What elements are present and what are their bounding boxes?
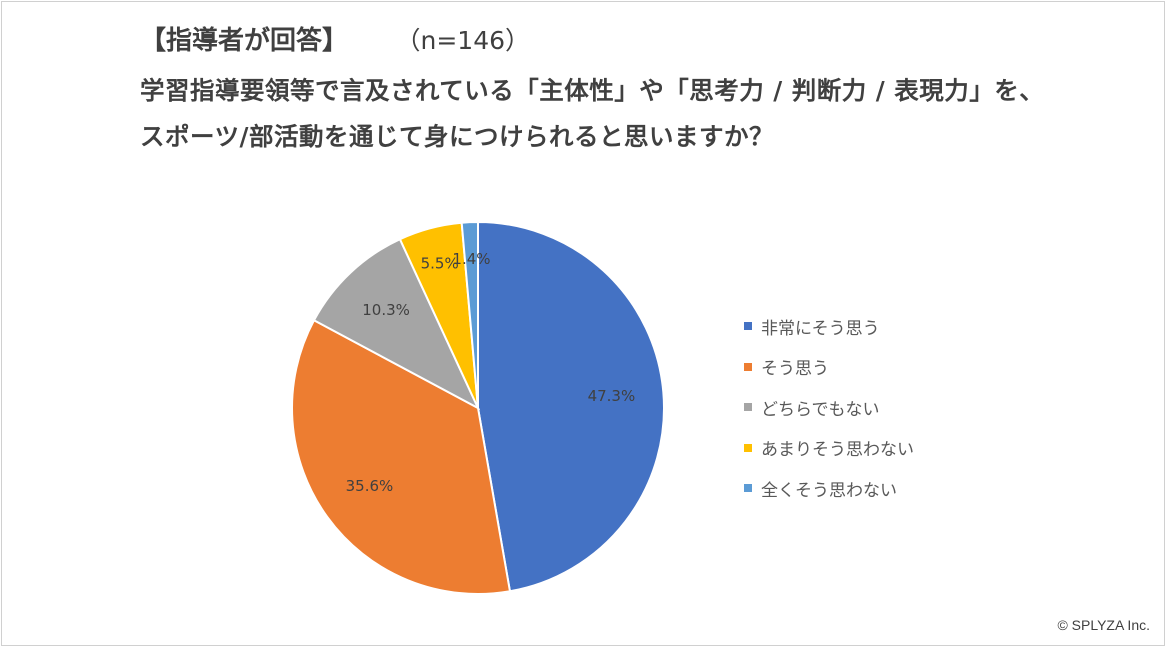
legend-label: あまりそう思わない — [761, 440, 914, 461]
legend-label: 非常にそう思う — [761, 318, 880, 339]
legend-swatch — [744, 322, 752, 331]
legend-label: そう思う — [761, 359, 829, 380]
legend-swatch — [744, 484, 752, 493]
slice-label-5: 1.4% — [452, 250, 490, 268]
legend-item-5: 全くそう思わない — [744, 468, 914, 509]
legend-item-4: あまりそう思わない — [744, 428, 914, 469]
legend-item-1: 非常にそう思う — [744, 306, 914, 347]
pie-slice-1 — [477, 220, 665, 593]
legend-swatch — [744, 443, 752, 452]
chart-header: 【指導者が回答】 （n=146） 学習指導要領等で言及されている「主体性」や「思考… — [140, 24, 1060, 160]
slice-label-1: 47.3% — [588, 387, 636, 405]
copyright: © SPLYZA Inc. — [1057, 617, 1150, 633]
sample-size: （n=146） — [408, 26, 531, 55]
pie-slice-5 — [460, 220, 479, 409]
legend-item-2: そう思う — [744, 347, 914, 388]
legend-swatch — [744, 403, 752, 412]
legend-label: どちらでもない — [761, 399, 880, 420]
pie-slice-3 — [312, 237, 481, 411]
slice-label-2: 35.6% — [346, 477, 394, 495]
header-line: 【指導者が回答】 （n=146） — [140, 24, 1060, 58]
legend-label: 全くそう思わない — [761, 480, 897, 501]
slice-label-3: 10.3% — [362, 301, 410, 319]
legend-swatch — [744, 362, 752, 371]
respondent-label: 【指導者が回答】 — [140, 26, 349, 56]
chart-title: 学習指導要領等で言及されている「主体性」や「思考力 / 判断力 / 表現力」を、… — [140, 76, 1045, 151]
pie-slice-2 — [291, 318, 512, 595]
chart-legend: 非常にそう思う そう思うどちらでもないあまりそう思わない 全くそう思わない — [744, 306, 914, 509]
legend-item-3: どちらでもない — [744, 387, 914, 428]
slice-label-4: 5.5% — [421, 255, 459, 273]
